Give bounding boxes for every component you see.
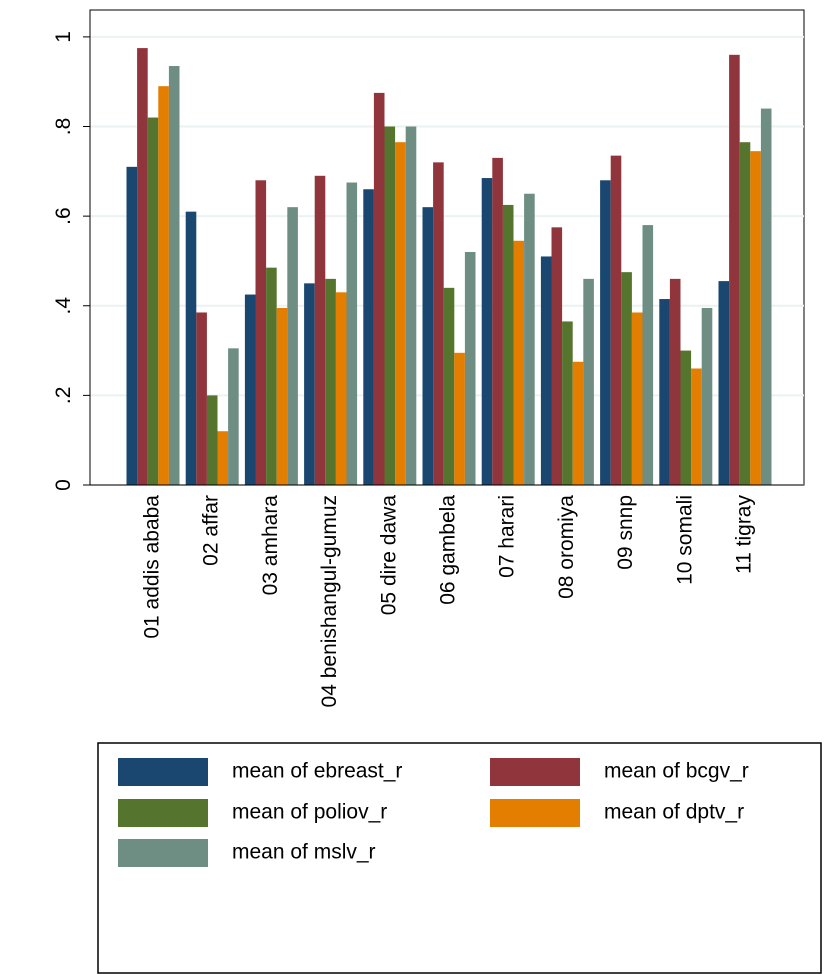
- bar: [642, 225, 654, 485]
- bar: [217, 431, 229, 485]
- bar: [524, 193, 535, 485]
- bar: [185, 211, 197, 485]
- bar: [600, 180, 611, 485]
- bar: [659, 299, 670, 485]
- y-tick-label: .6: [52, 207, 75, 225]
- bar: [276, 307, 288, 485]
- bar: [395, 142, 406, 485]
- bar: [384, 126, 396, 486]
- legend-key: [118, 799, 208, 827]
- bar: [464, 251, 476, 485]
- bar: [304, 283, 315, 485]
- legend-label: mean of bcgv_r: [604, 760, 749, 783]
- y-tick-label: 0: [52, 479, 75, 491]
- bar: [729, 54, 740, 486]
- x-tick-label: 04 benishangul-gumuz: [318, 495, 341, 707]
- x-tick-label: 05 dire dawa: [377, 495, 400, 616]
- x-tick-label: 03 amhara: [259, 495, 282, 596]
- bar: [680, 350, 692, 485]
- bar: [244, 294, 256, 485]
- y-tick-label: .8: [52, 118, 75, 136]
- x-tick-label: 11 tigray: [733, 495, 756, 574]
- bar: [228, 348, 239, 485]
- bar: [513, 240, 525, 485]
- bar: [540, 256, 552, 485]
- legend-key: [118, 758, 208, 786]
- legend: [97, 742, 822, 974]
- legend-key: [490, 758, 580, 786]
- bar: [583, 278, 594, 485]
- x-tick-label: 08 oromiya: [555, 495, 578, 599]
- bar: [691, 368, 702, 485]
- bar: [363, 189, 374, 485]
- x-tick-label: 10 somali: [673, 495, 696, 585]
- bar: [610, 155, 622, 486]
- bar: [492, 157, 503, 485]
- bar: [255, 180, 267, 485]
- bar: [287, 207, 298, 486]
- y-tick-label: .4: [52, 297, 75, 315]
- legend-key: [490, 799, 580, 827]
- bar: [346, 182, 358, 485]
- bar: [206, 395, 218, 485]
- bar: [621, 272, 632, 485]
- bar: [433, 162, 444, 485]
- legend-label: mean of dptv_r: [604, 801, 744, 824]
- bar: [481, 178, 493, 485]
- legend-label: mean of ebreast_r: [232, 760, 402, 783]
- bar: [443, 287, 455, 485]
- bar: [572, 361, 584, 485]
- bar: [750, 151, 761, 486]
- bar: [669, 278, 681, 485]
- bar: [422, 207, 434, 486]
- bar: [196, 312, 207, 485]
- bar: [405, 126, 417, 486]
- bar: [373, 92, 385, 485]
- bar: [147, 117, 159, 485]
- x-tick-label: 07 harari: [496, 495, 519, 578]
- bar: [126, 166, 138, 485]
- legend-label: mean of mslv_r: [232, 841, 376, 864]
- y-tick-label: 1: [52, 31, 75, 43]
- y-tick-label: .2: [52, 387, 75, 405]
- bar: [760, 108, 772, 486]
- bar: [335, 292, 347, 485]
- legend-key: [118, 839, 208, 867]
- x-tick-label: 09 snnp: [614, 495, 637, 570]
- bar: [631, 312, 643, 485]
- bar: [137, 48, 148, 485]
- bar: [551, 227, 563, 485]
- legend-label: mean of poliov_r: [232, 801, 387, 824]
- bar: [168, 66, 180, 485]
- x-tick-label: 01 addis ababa: [141, 495, 164, 639]
- bar: [718, 281, 730, 485]
- bar: [314, 175, 326, 485]
- bar: [562, 321, 573, 485]
- bar: [325, 278, 336, 485]
- bar: [266, 267, 277, 485]
- bar: [701, 307, 713, 485]
- bar: [454, 352, 465, 485]
- bar: [502, 204, 514, 485]
- x-tick-label: 06 gambela: [437, 495, 460, 605]
- bar: [158, 86, 169, 485]
- x-tick-label: 02 affar: [200, 495, 223, 566]
- bar: [739, 142, 751, 485]
